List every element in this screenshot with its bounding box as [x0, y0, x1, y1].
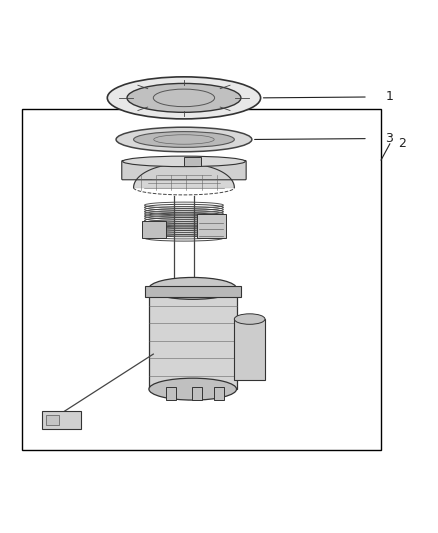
Bar: [192, 387, 202, 400]
Bar: [197, 214, 226, 238]
Ellipse shape: [149, 378, 237, 400]
Text: 2: 2: [399, 138, 406, 150]
Bar: [149, 288, 237, 389]
Bar: [166, 387, 176, 400]
Ellipse shape: [134, 132, 234, 147]
Bar: [184, 157, 201, 166]
Text: 3: 3: [385, 132, 393, 145]
Ellipse shape: [149, 278, 237, 300]
Bar: [142, 221, 166, 238]
Bar: [22, 109, 381, 450]
Ellipse shape: [116, 127, 252, 152]
Ellipse shape: [234, 314, 265, 324]
Ellipse shape: [127, 84, 241, 112]
Polygon shape: [134, 164, 234, 188]
Ellipse shape: [107, 77, 261, 119]
Bar: [214, 387, 224, 400]
Ellipse shape: [123, 156, 245, 167]
Bar: [234, 319, 265, 381]
Bar: [46, 415, 59, 425]
Bar: [145, 286, 241, 297]
Text: 1: 1: [385, 91, 393, 103]
FancyBboxPatch shape: [122, 160, 246, 180]
Bar: [42, 411, 81, 429]
